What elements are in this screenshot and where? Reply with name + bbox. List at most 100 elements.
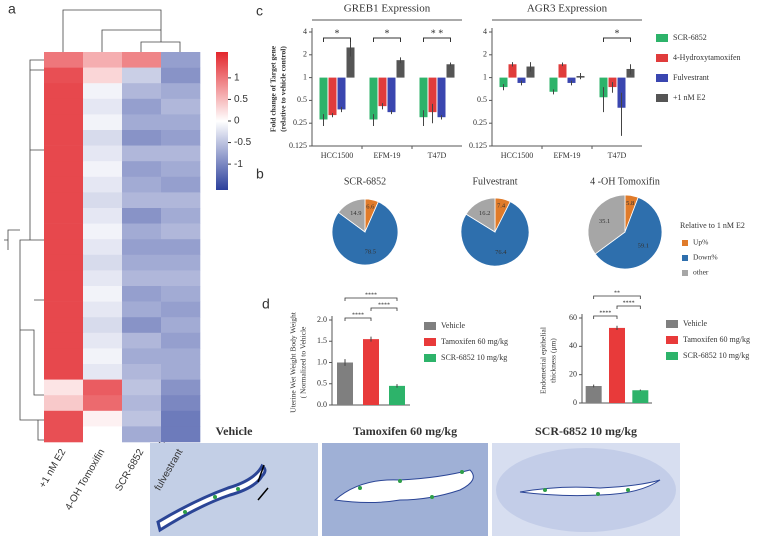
legend-swatch bbox=[656, 74, 668, 82]
heatmap-cell bbox=[122, 270, 162, 287]
panel-label: a bbox=[8, 1, 16, 17]
y-tick-label: 0.0 bbox=[317, 400, 327, 409]
heatmap-cell bbox=[161, 176, 201, 193]
heatmap-cell bbox=[83, 145, 123, 162]
legend-swatch bbox=[682, 270, 688, 276]
bar bbox=[508, 64, 517, 78]
heatmap-cell bbox=[161, 426, 201, 443]
heatmap-cell bbox=[122, 364, 162, 380]
significance-bracket bbox=[373, 37, 401, 42]
heatmap-cell bbox=[122, 239, 162, 256]
column-label: +1 nM E2 bbox=[37, 447, 68, 490]
bar bbox=[328, 77, 337, 116]
heatmap-cell bbox=[83, 332, 123, 349]
y-axis-label: Uterine Wet Weight Body Weight bbox=[289, 311, 298, 413]
heatmap-cell bbox=[44, 67, 84, 84]
heatmap-cell bbox=[122, 426, 162, 443]
bar bbox=[337, 362, 353, 405]
pie-value-label: 7.4 bbox=[497, 203, 506, 210]
legend-label: SCR-6852 bbox=[673, 33, 707, 42]
column-label: SCR-6852 bbox=[114, 447, 147, 493]
heatmap-cell bbox=[122, 67, 162, 84]
heatmap-cell bbox=[161, 52, 201, 68]
panel-label: d bbox=[262, 296, 270, 312]
heatmap-cell bbox=[83, 161, 123, 178]
bar bbox=[517, 77, 526, 83]
histology-image bbox=[322, 443, 488, 536]
heatmap-cell bbox=[161, 254, 201, 271]
bar bbox=[558, 64, 567, 78]
y-axis-label: ( Normalized to Vehicle bbox=[299, 326, 308, 398]
pie-value-label: 35.1 bbox=[599, 218, 610, 225]
heatmap-cell bbox=[83, 379, 123, 396]
histology-image bbox=[150, 443, 318, 536]
pie-slice bbox=[465, 197, 496, 233]
heatmap-cell bbox=[161, 223, 201, 240]
heatmap-cell bbox=[122, 379, 162, 396]
pie-title: Fulvestrant bbox=[473, 176, 518, 187]
heatmap-cell bbox=[161, 83, 201, 100]
y-tick-label: 1.0 bbox=[317, 357, 327, 366]
bar bbox=[319, 77, 328, 120]
x-tick-label: HCC1500 bbox=[501, 151, 533, 160]
pie-value-label: 59.1 bbox=[638, 242, 649, 249]
heatmap-cell bbox=[44, 52, 84, 68]
heatmap-cell bbox=[44, 410, 84, 427]
legend-swatch bbox=[682, 255, 688, 261]
dendrogram bbox=[4, 9, 181, 441]
heatmap-cell bbox=[44, 114, 84, 131]
significance-bracket bbox=[323, 37, 351, 42]
heatmap-cell bbox=[161, 364, 201, 380]
colorbar bbox=[216, 52, 228, 190]
heatmap-cell bbox=[83, 317, 123, 334]
heatmap-cell bbox=[44, 145, 84, 162]
y-tick-label: 0.25 bbox=[293, 118, 307, 127]
heatmap-cell bbox=[44, 83, 84, 100]
heatmap-cell bbox=[83, 223, 123, 240]
legend-label: Vehicle bbox=[683, 319, 707, 328]
heatmap-cell bbox=[161, 332, 201, 349]
heatmap-cell bbox=[122, 348, 162, 365]
colorbar-tick-label: -0.5 bbox=[234, 137, 252, 148]
heatmap-cell bbox=[161, 114, 201, 131]
heatmap-cell bbox=[161, 130, 201, 146]
chart-title: AGR3 Expression bbox=[527, 3, 608, 15]
x-tick-label: HCC1500 bbox=[321, 151, 353, 160]
bar bbox=[585, 386, 602, 403]
heatmap-cell bbox=[44, 208, 84, 224]
heatmap-cell bbox=[161, 317, 201, 334]
bar bbox=[369, 77, 378, 120]
significance-label: ** bbox=[614, 290, 620, 296]
legend-label: +1 nM E2 bbox=[673, 93, 706, 102]
heatmap-cell bbox=[44, 223, 84, 240]
legend-label: Vehicle bbox=[441, 321, 465, 330]
heatmap-cell bbox=[83, 426, 123, 443]
pie-value-label: 14.9 bbox=[350, 210, 361, 217]
significance-label: **** bbox=[623, 300, 635, 306]
bar bbox=[567, 77, 576, 83]
legend-label: Down% bbox=[693, 253, 718, 262]
heatmap-cell bbox=[161, 301, 201, 318]
panel-label: b bbox=[256, 166, 264, 182]
y-tick-label: 0.5 bbox=[297, 95, 307, 104]
legend-label: Fulvestrant bbox=[673, 73, 710, 82]
heatmap-cell bbox=[44, 364, 84, 380]
heatmap-cell bbox=[161, 270, 201, 287]
y-tick-label: 40 bbox=[569, 341, 577, 350]
heatmap-cell bbox=[83, 83, 123, 100]
legend-title: Relative to 1 nM E2 bbox=[680, 221, 745, 230]
heatmap-cell bbox=[44, 395, 84, 412]
pie-title: 4 -OH Tomoxifin bbox=[590, 176, 660, 187]
significance-label: * * bbox=[431, 28, 444, 39]
heatmap-cell bbox=[44, 239, 84, 256]
pie-value-label: 76.4 bbox=[495, 249, 507, 256]
bar bbox=[419, 77, 428, 118]
bar bbox=[549, 77, 558, 92]
legend-label: other bbox=[693, 268, 709, 277]
heatmap-cell bbox=[44, 130, 84, 146]
heatmap-cell bbox=[83, 395, 123, 412]
heatmap-cell bbox=[83, 239, 123, 256]
heatmap-cell bbox=[44, 192, 84, 209]
heatmap-cell bbox=[122, 161, 162, 178]
significance-label: * bbox=[385, 28, 390, 39]
